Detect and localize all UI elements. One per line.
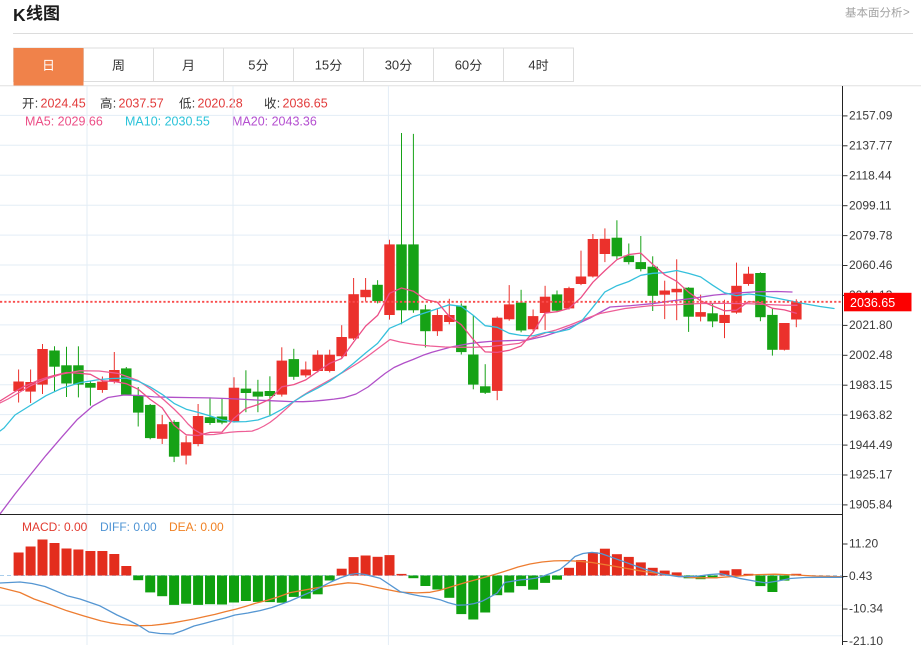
svg-text:2137.77: 2137.77 (849, 139, 893, 153)
svg-text:5: 5 (248, 58, 255, 73)
svg-text:2060.46: 2060.46 (849, 258, 893, 272)
svg-text:1944.49: 1944.49 (849, 438, 893, 452)
svg-text::: : (192, 97, 195, 111)
svg-text:2037.57: 2037.57 (119, 97, 164, 111)
svg-text:4: 4 (528, 58, 535, 73)
svg-text:2157.09: 2157.09 (849, 109, 893, 123)
svg-text:1963.82: 1963.82 (849, 408, 893, 422)
svg-text:DIFF: 0.00: DIFF: 0.00 (100, 520, 157, 534)
svg-text:MA5: 2029.66: MA5: 2029.66 (25, 115, 103, 129)
svg-text:11.20: 11.20 (849, 537, 878, 551)
svg-text:2036.65: 2036.65 (850, 296, 895, 310)
svg-text:1925.17: 1925.17 (849, 468, 893, 482)
svg-text:2024.45: 2024.45 (41, 97, 86, 111)
svg-text:2036.65: 2036.65 (283, 97, 328, 111)
svg-text:>: > (903, 7, 910, 19)
svg-text:2118.44: 2118.44 (849, 168, 892, 182)
svg-text:1905.84: 1905.84 (849, 498, 893, 512)
svg-text:60: 60 (455, 58, 469, 73)
svg-text:K: K (13, 5, 26, 25)
svg-text:-10.34: -10.34 (849, 602, 883, 616)
svg-text:30: 30 (385, 58, 399, 73)
svg-text:2020.28: 2020.28 (198, 97, 243, 111)
svg-text::: : (277, 97, 280, 111)
svg-text:MA20: 2043.36: MA20: 2043.36 (232, 115, 317, 129)
svg-text:2099.11: 2099.11 (849, 198, 892, 212)
svg-text:2079.78: 2079.78 (849, 228, 893, 242)
svg-text:MACD: 0.00: MACD: 0.00 (22, 520, 88, 534)
svg-text:1983.15: 1983.15 (849, 378, 893, 392)
svg-text::: : (35, 97, 38, 111)
svg-text:2021.80: 2021.80 (849, 318, 893, 332)
svg-text:2002.48: 2002.48 (849, 348, 893, 362)
svg-text:0.43: 0.43 (849, 569, 873, 583)
svg-text:DEA: 0.00: DEA: 0.00 (169, 520, 224, 534)
svg-text:-21.10: -21.10 (849, 634, 883, 645)
svg-text:15: 15 (315, 58, 329, 73)
svg-text:MA10: 2030.55: MA10: 2030.55 (125, 115, 210, 129)
svg-text::: : (113, 97, 116, 111)
